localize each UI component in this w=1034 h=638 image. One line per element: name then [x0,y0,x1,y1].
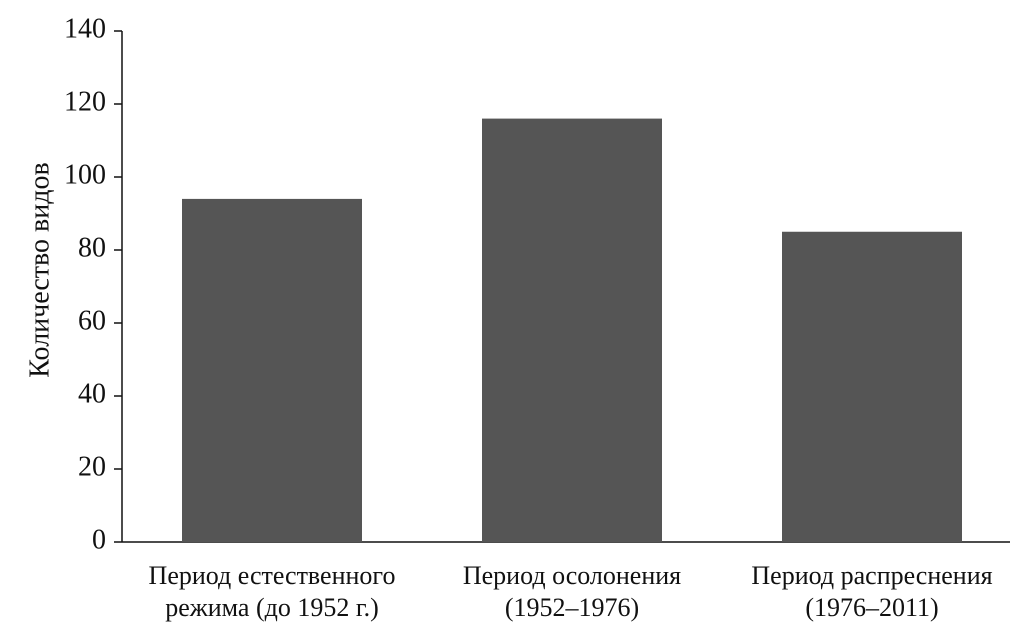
bar [182,198,362,542]
bar [482,118,662,542]
x-tick-label: Период распреснения [751,561,992,590]
y-tick-label: 120 [64,86,106,117]
y-tick-label: 40 [78,378,106,409]
x-tick-label: (1976–2011) [805,593,938,622]
x-tick-label: Период естественного [149,561,396,590]
y-tick-label: 100 [64,159,106,190]
y-tick-label: 0 [92,524,106,555]
x-tick-label: (1952–1976) [505,593,639,622]
x-tick-label: режима (до 1952 г.) [165,593,379,622]
y-tick-label: 60 [78,305,106,336]
bar [782,231,962,542]
x-tick-label: Период осолонения [463,561,681,590]
y-tick-label: 140 [64,13,106,44]
y-tick-label: 20 [78,451,106,482]
y-tick-label: 80 [78,232,106,263]
y-axis-label: Количество видов [24,162,55,377]
